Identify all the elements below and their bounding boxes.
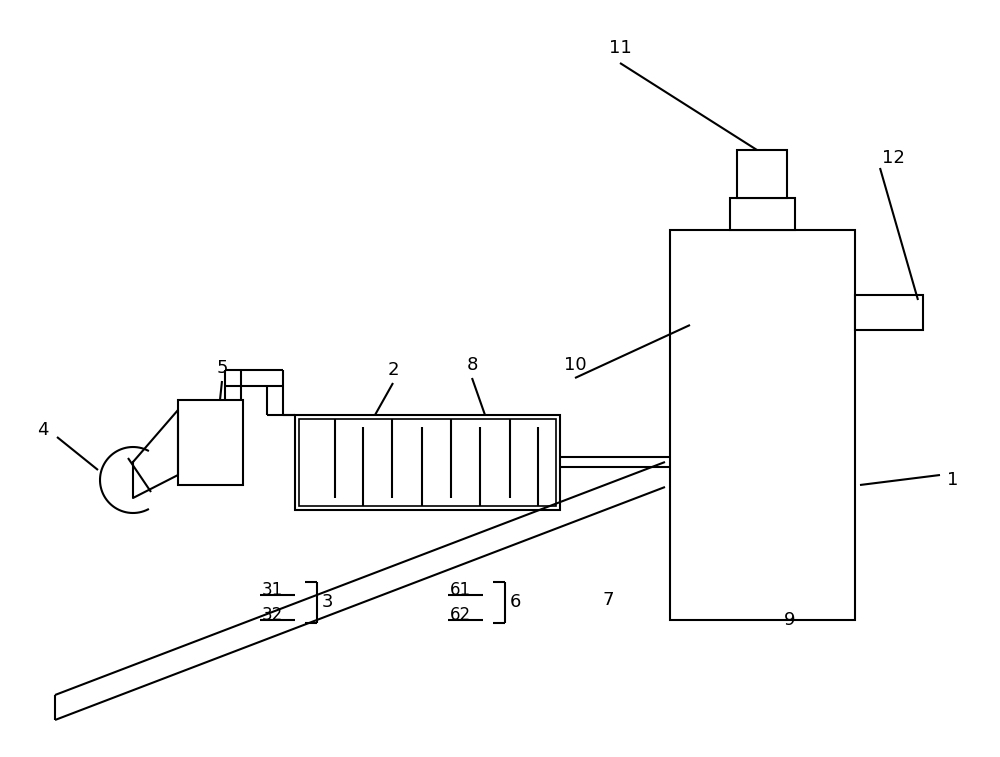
Text: 7: 7 <box>602 591 614 609</box>
Bar <box>737 150 787 198</box>
Text: 1: 1 <box>947 471 959 489</box>
Text: 10: 10 <box>564 356 586 374</box>
Text: 6: 6 <box>509 593 521 611</box>
Bar <box>299 419 556 506</box>
Text: 5: 5 <box>216 359 228 377</box>
Text: 9: 9 <box>784 611 796 629</box>
Text: 2: 2 <box>387 361 399 379</box>
Text: 8: 8 <box>466 356 478 374</box>
Text: 11: 11 <box>609 39 631 57</box>
Text: 62: 62 <box>449 606 471 624</box>
Text: 61: 61 <box>449 581 471 599</box>
Text: 32: 32 <box>261 606 283 624</box>
Bar <box>730 198 795 230</box>
Bar <box>855 295 923 330</box>
Text: 31: 31 <box>261 581 283 599</box>
Text: 3: 3 <box>321 593 333 611</box>
Bar <box>670 230 855 620</box>
Bar <box>295 415 560 510</box>
Text: 4: 4 <box>37 421 49 439</box>
Text: 12: 12 <box>882 149 904 167</box>
Bar <box>178 400 243 485</box>
